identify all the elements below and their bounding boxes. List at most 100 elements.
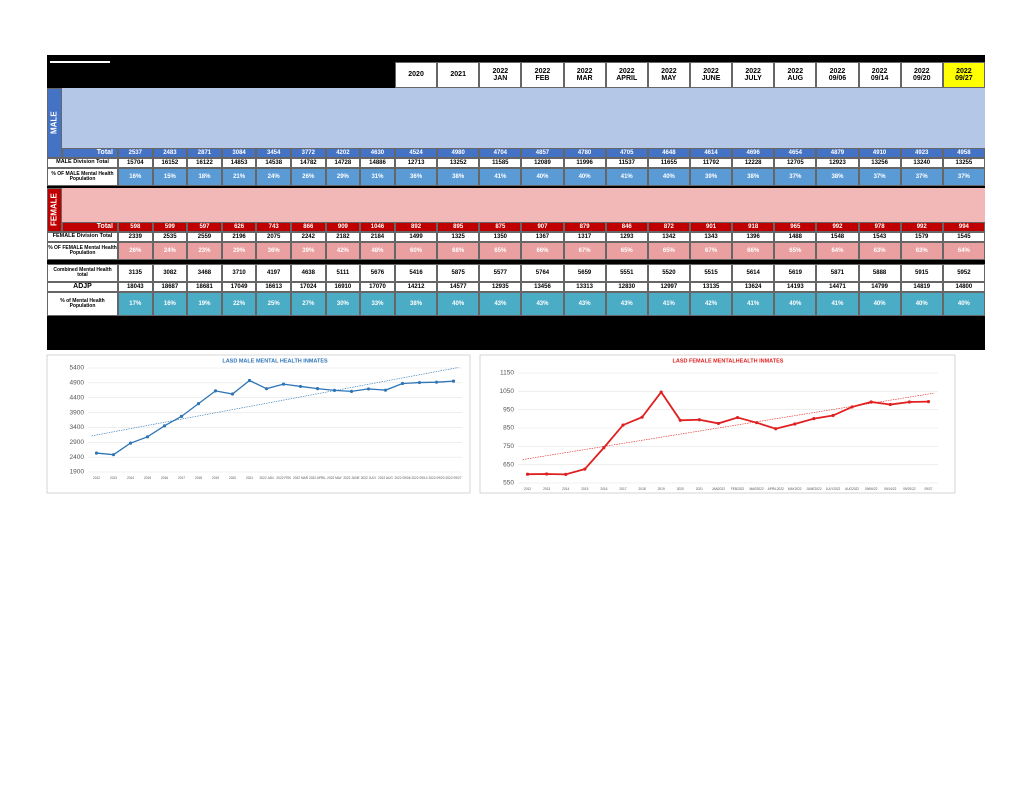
data-point	[812, 417, 816, 421]
cell: 14886	[360, 158, 395, 168]
cell: 27%	[291, 292, 326, 316]
cell: 14577	[437, 282, 480, 292]
cell: 66%	[521, 242, 564, 260]
cell: 1325	[437, 232, 480, 242]
cell: 15704	[118, 158, 153, 168]
cell: 19%	[187, 292, 222, 316]
data-point	[831, 413, 835, 418]
row-label: MALE Division Total	[47, 158, 118, 168]
header-text: APRIL	[616, 75, 638, 82]
cell: 3772	[291, 148, 326, 158]
header-text: FEB	[535, 75, 550, 82]
x-tick-label: 2015	[144, 476, 151, 480]
cell: 40%	[563, 168, 606, 186]
cell: 5888	[858, 264, 901, 282]
cell: 16122	[187, 158, 222, 168]
cell: 4879	[816, 148, 859, 158]
column-header: 2022 JAN	[479, 62, 522, 88]
cell: 4857	[521, 148, 564, 158]
x-tick-label: 2022 APRIL	[309, 476, 326, 480]
cell: 5676	[360, 264, 395, 282]
cell: 41%	[479, 168, 522, 186]
cell: 40%	[647, 168, 690, 186]
row-label: Total	[62, 222, 118, 232]
cell: 25%	[256, 292, 291, 316]
cell: 5915	[900, 264, 943, 282]
x-tick-label: MAY2022	[788, 487, 802, 491]
cell: 29%	[221, 242, 257, 260]
data-point	[298, 384, 303, 389]
cell: 12228	[732, 158, 775, 168]
cell: 895	[437, 222, 480, 232]
cell: 4630	[360, 148, 395, 158]
cell: 11537	[605, 158, 648, 168]
cell: 12935	[479, 282, 522, 292]
cell: 4704	[479, 148, 522, 158]
cell: 3135	[118, 264, 153, 282]
x-tick-label: 2022 JAN	[260, 476, 275, 480]
cell: 22%	[221, 292, 257, 316]
cell: 26%	[118, 242, 153, 260]
column-header: 2022 MAY	[647, 62, 690, 88]
cell: 36%	[395, 168, 438, 186]
cell: 626	[221, 222, 257, 232]
x-tick-label: 2022 FEB	[276, 476, 290, 480]
row-label: % OF FEMALE Mental Health Population	[47, 242, 118, 260]
cell: 14471	[816, 282, 859, 292]
cell: 41%	[816, 292, 859, 316]
data-point	[755, 421, 759, 425]
cell: 3710	[221, 264, 257, 282]
cell: 13135	[689, 282, 733, 292]
chart-frame	[46, 354, 471, 494]
row-label: Combined Mental Health total	[47, 264, 118, 282]
cell: 13256	[858, 158, 901, 168]
cell: 5659	[563, 264, 606, 282]
header-text: 2022	[661, 67, 677, 75]
cell: 3082	[152, 264, 188, 282]
data-point	[907, 400, 911, 404]
header-text: 2022	[703, 67, 719, 75]
cell: 65%	[774, 242, 817, 260]
cell: 4197	[256, 264, 291, 282]
x-tick-label: 2012	[93, 476, 100, 480]
cell: 36%	[256, 242, 291, 260]
header-text: MAR	[576, 75, 593, 82]
data-point	[349, 389, 354, 393]
x-tick-label: 09/06/22	[865, 487, 878, 491]
cell: 37%	[900, 168, 943, 186]
cell: 599	[152, 222, 188, 232]
x-tick-label: 2022 MAY	[327, 476, 343, 480]
cell: 64%	[942, 242, 985, 260]
cell: 17%	[118, 292, 153, 316]
cell: 43%	[479, 292, 522, 316]
header-text: 2022	[534, 67, 551, 75]
y-tick-label: 650	[503, 461, 514, 468]
cell: 1317	[563, 232, 606, 242]
data-point	[869, 400, 873, 404]
data-point	[850, 405, 854, 409]
cell: 13240	[900, 158, 943, 168]
header-text: 2022	[576, 67, 593, 75]
cell: 16613	[256, 282, 291, 292]
data-point	[383, 388, 388, 392]
cell: 14799	[858, 282, 901, 292]
cell: 5952	[942, 264, 985, 282]
cell: 4923	[900, 148, 943, 158]
data-point	[332, 388, 337, 392]
data-line	[527, 390, 929, 476]
cell: 11792	[689, 158, 733, 168]
x-tick-label: 2019	[212, 476, 219, 480]
cell: 33%	[360, 292, 395, 316]
cell: 4780	[563, 148, 606, 158]
header-text: 2022	[492, 67, 509, 75]
x-tick-label: JUNE2022	[806, 487, 822, 491]
cell: 901	[689, 222, 733, 232]
cell: 11585	[479, 158, 522, 168]
header-text: 2022	[956, 67, 972, 75]
cell: 5577	[479, 264, 522, 282]
data-point	[145, 435, 150, 439]
data-point	[162, 424, 167, 428]
cell: 42%	[689, 292, 733, 316]
